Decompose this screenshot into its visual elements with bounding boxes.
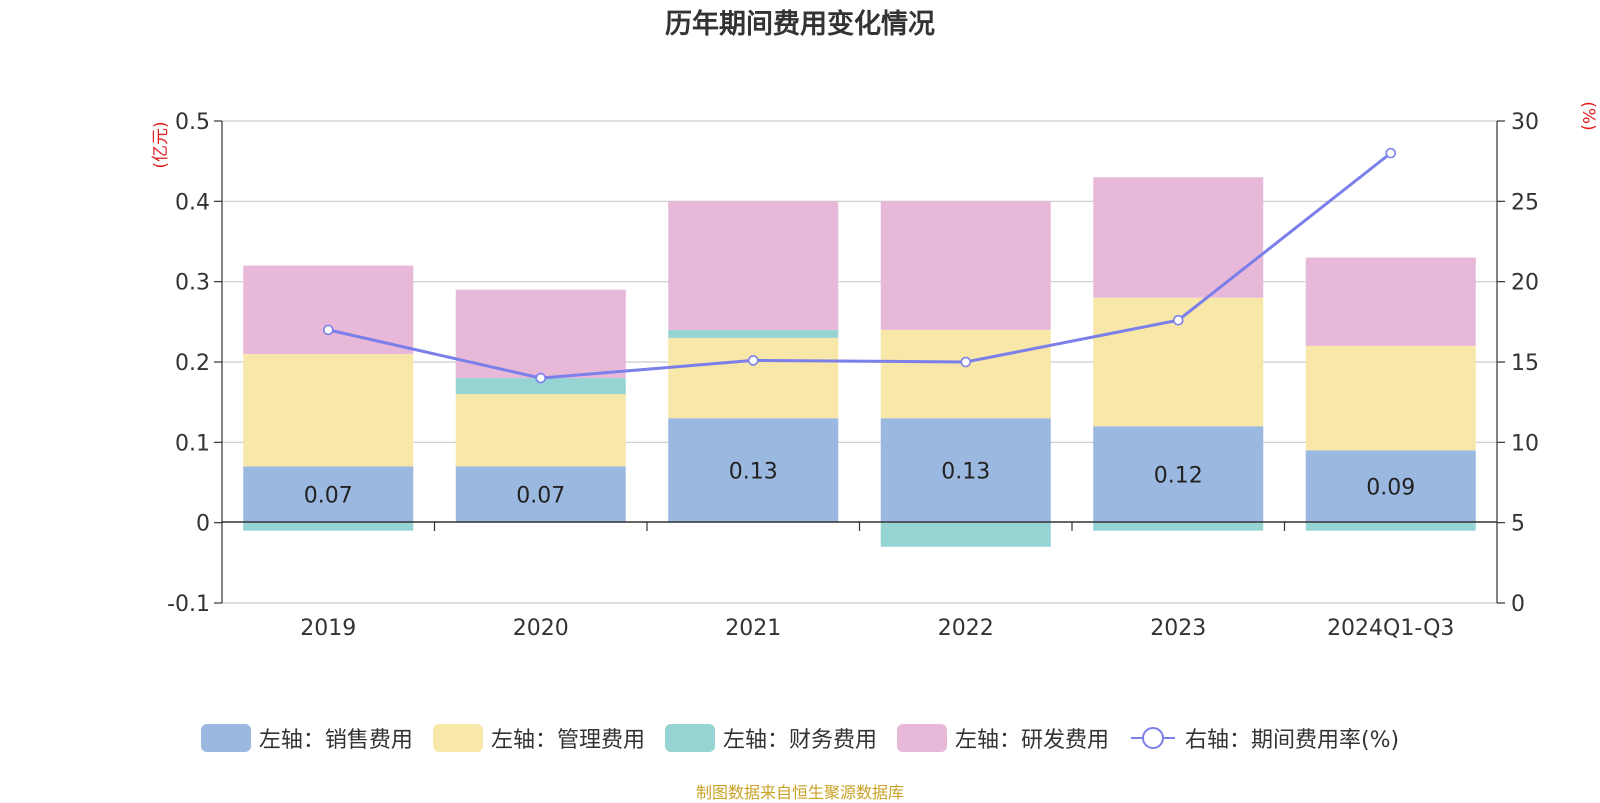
data-label: 0.13 [941, 459, 990, 484]
legend-label: 右轴：期间费用率(%) [1184, 728, 1400, 753]
category-label: 2024Q1-Q3 [1327, 616, 1454, 641]
data-label: 0.12 [1154, 463, 1203, 488]
legend-label: 左轴：销售费用 [258, 728, 413, 753]
rate-point [1172, 314, 1184, 326]
bar-segment [668, 329, 839, 338]
category-label: 2019 [300, 616, 356, 641]
right-tick-label: 10 [1511, 431, 1539, 456]
legend-line-marker-icon [1130, 727, 1175, 749]
legend-item[interactable]: 左轴：研发费用 [896, 722, 1109, 754]
right-tick-label: 30 [1511, 110, 1539, 135]
bar-segment [668, 418, 839, 523]
legend: 左轴：销售费用 左轴：管理费用 左轴：财务费用 左轴：研发费用 右轴：期间费用率(%) [0, 722, 1600, 754]
bar-segment [455, 289, 626, 379]
bar-segment [1093, 426, 1264, 523]
bar-segment [455, 466, 626, 523]
left-tick-label: 0.3 [175, 271, 210, 296]
legend-label: 左轴：研发费用 [954, 728, 1109, 753]
legend-label: 左轴：财务费用 [722, 728, 877, 753]
rate-line [322, 147, 1397, 384]
bar-segment [880, 329, 1051, 419]
bar-segment [243, 522, 414, 531]
bar-segment [455, 378, 626, 395]
left-tick-label: 0.4 [175, 190, 210, 215]
bar-segment [243, 353, 414, 467]
legend-swatch [664, 724, 715, 752]
axes: -0.1 0 0.1 0.2 0.3 0.4 0.5 0 5 10 15 20 25 30 2019 2020… [167, 110, 1539, 641]
category-label: 2021 [725, 616, 781, 641]
bar-segment [1093, 177, 1264, 298]
category-label: 2020 [513, 616, 569, 641]
data-label: 0.07 [516, 484, 565, 509]
data-labels: 0.07 0.07 0.13 0.13 0.12 0.09 [304, 459, 1415, 508]
bar-segment [1093, 522, 1264, 531]
legend-swatch [200, 724, 251, 752]
left-tick-label: 0.2 [175, 351, 210, 376]
left-tick-label: 0 [196, 512, 210, 537]
bar-segment [880, 418, 1051, 523]
bar-segment [243, 466, 414, 523]
bar-segment [1305, 345, 1476, 451]
bar-segment [455, 394, 626, 467]
left-axis-unit: (亿元) [151, 121, 171, 168]
right-tick-label: 20 [1511, 271, 1539, 296]
right-tick-label: 0 [1511, 592, 1525, 617]
bar-segment [243, 265, 414, 354]
rate-point [747, 355, 759, 366]
right-tick-label: 25 [1511, 190, 1539, 215]
left-tick-label: 0.5 [175, 110, 210, 135]
bar-segment [1305, 450, 1476, 523]
left-tick-label: -0.1 [167, 592, 210, 617]
legend-item[interactable]: 左轴：销售费用 [200, 722, 413, 754]
data-label: 0.13 [729, 459, 778, 484]
legend-label: 左轴：管理费用 [490, 728, 645, 753]
category-label: 2022 [938, 616, 994, 641]
legend-item[interactable]: 左轴：财务费用 [664, 722, 877, 754]
source-note: 制图数据来自恒生聚源数据库 [695, 783, 904, 802]
legend-item[interactable]: 右轴：期间费用率(%) [1129, 722, 1399, 754]
bar-segment [668, 337, 839, 419]
legend-swatch [896, 724, 947, 752]
rate-point [960, 356, 972, 368]
rate-point [1385, 147, 1397, 159]
bar-segment [668, 201, 839, 330]
rate-polyline [327, 151, 1392, 380]
data-label: 0.07 [304, 484, 353, 509]
bar-segment [1305, 522, 1476, 531]
legend-swatch [432, 724, 483, 752]
left-tick-label: 0.1 [175, 431, 210, 456]
right-tick-label: 5 [1511, 512, 1525, 537]
bar-segment [1305, 257, 1476, 346]
chart-title: 历年期间费用变化情况 [665, 9, 935, 40]
bar-segment [880, 522, 1051, 547]
right-axis-unit: (%) [1578, 101, 1598, 130]
rate-point [322, 324, 334, 336]
chart-area: -0.1 0 0.1 0.2 0.3 0.4 0.5 0 5 10 15 20 25 30 2019 2020… [151, 101, 1598, 641]
category-label: 2023 [1150, 616, 1206, 641]
rate-point [535, 372, 547, 384]
right-tick-label: 15 [1511, 351, 1539, 376]
bars [243, 177, 1476, 547]
data-label: 0.09 [1366, 476, 1415, 501]
legend-item[interactable]: 左轴：管理费用 [432, 722, 645, 754]
bar-segment [880, 201, 1051, 330]
